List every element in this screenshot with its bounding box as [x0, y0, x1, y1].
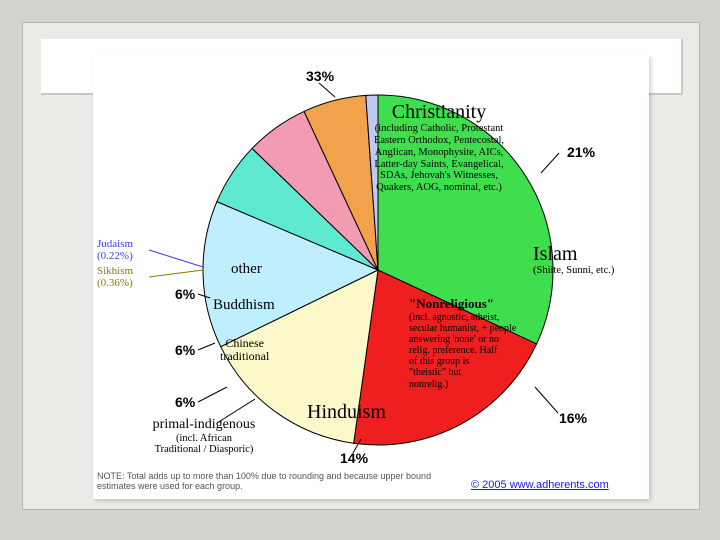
copyright: © 2005 www.adherents.com	[471, 479, 609, 491]
pct-6c: 6%	[175, 287, 195, 303]
label-buddhism: Buddhism	[213, 297, 275, 314]
label-chinese: Chinese traditional	[220, 337, 269, 364]
slide-surface: 33% 21% 16% 14% 6% 6% 6% Christianity (i…	[22, 22, 700, 510]
label-judaism-pct: (0.22%)	[97, 250, 133, 262]
pct-16: 16%	[559, 411, 587, 427]
label-christianity-sub: (including Catholic, Protestant Eastern …	[329, 123, 549, 194]
label-christianity: Christianity (including Catholic, Protes…	[329, 101, 549, 194]
label-christianity-title: Christianity	[329, 101, 549, 123]
pct-6a: 6%	[175, 395, 195, 411]
label-primal: primal-indigenous (incl. African Traditi…	[109, 417, 299, 456]
label-islam-title: Islam	[533, 243, 643, 265]
chart-inner: 33% 21% 16% 14% 6% 6% 6% Christianity (i…	[93, 55, 649, 499]
label-nonrelig-sub: (incl. agnostic, atheist, secular humani…	[409, 312, 559, 390]
label-sikhism: Sikhism (0.36%)	[97, 265, 133, 290]
label-islam: Islam (Shiite, Sunni, etc.)	[533, 243, 643, 277]
label-sikhism-pct: (0.36%)	[97, 277, 133, 289]
label-chinese-t: Chinese	[220, 337, 269, 350]
pct-33: 33%	[306, 69, 334, 85]
label-judaism-text: Judaism	[97, 238, 133, 250]
label-hinduism: Hinduism	[307, 401, 386, 423]
note: NOTE: Total adds up to more than 100% du…	[97, 471, 431, 491]
label-judaism: Judaism (0.22%)	[97, 238, 133, 263]
label-nonreligious: "Nonreligious" (incl. agnostic, atheist,…	[409, 297, 559, 390]
label-primal-s: (incl. African Traditional / Diasporic)	[109, 433, 299, 457]
label-sikhism-text: Sikhism	[97, 265, 133, 277]
label-nonrelig-title: "Nonreligious"	[409, 297, 559, 312]
label-primal-t: primal-indigenous	[109, 417, 299, 433]
pct-14: 14%	[340, 451, 368, 467]
label-chinese-s: traditional	[220, 350, 269, 363]
label-islam-sub: (Shiite, Sunni, etc.)	[533, 265, 643, 277]
pct-6b: 6%	[175, 343, 195, 359]
chart-card: 33% 21% 16% 14% 6% 6% 6% Christianity (i…	[93, 55, 649, 499]
pct-21: 21%	[567, 145, 595, 161]
label-other: other	[231, 261, 262, 278]
